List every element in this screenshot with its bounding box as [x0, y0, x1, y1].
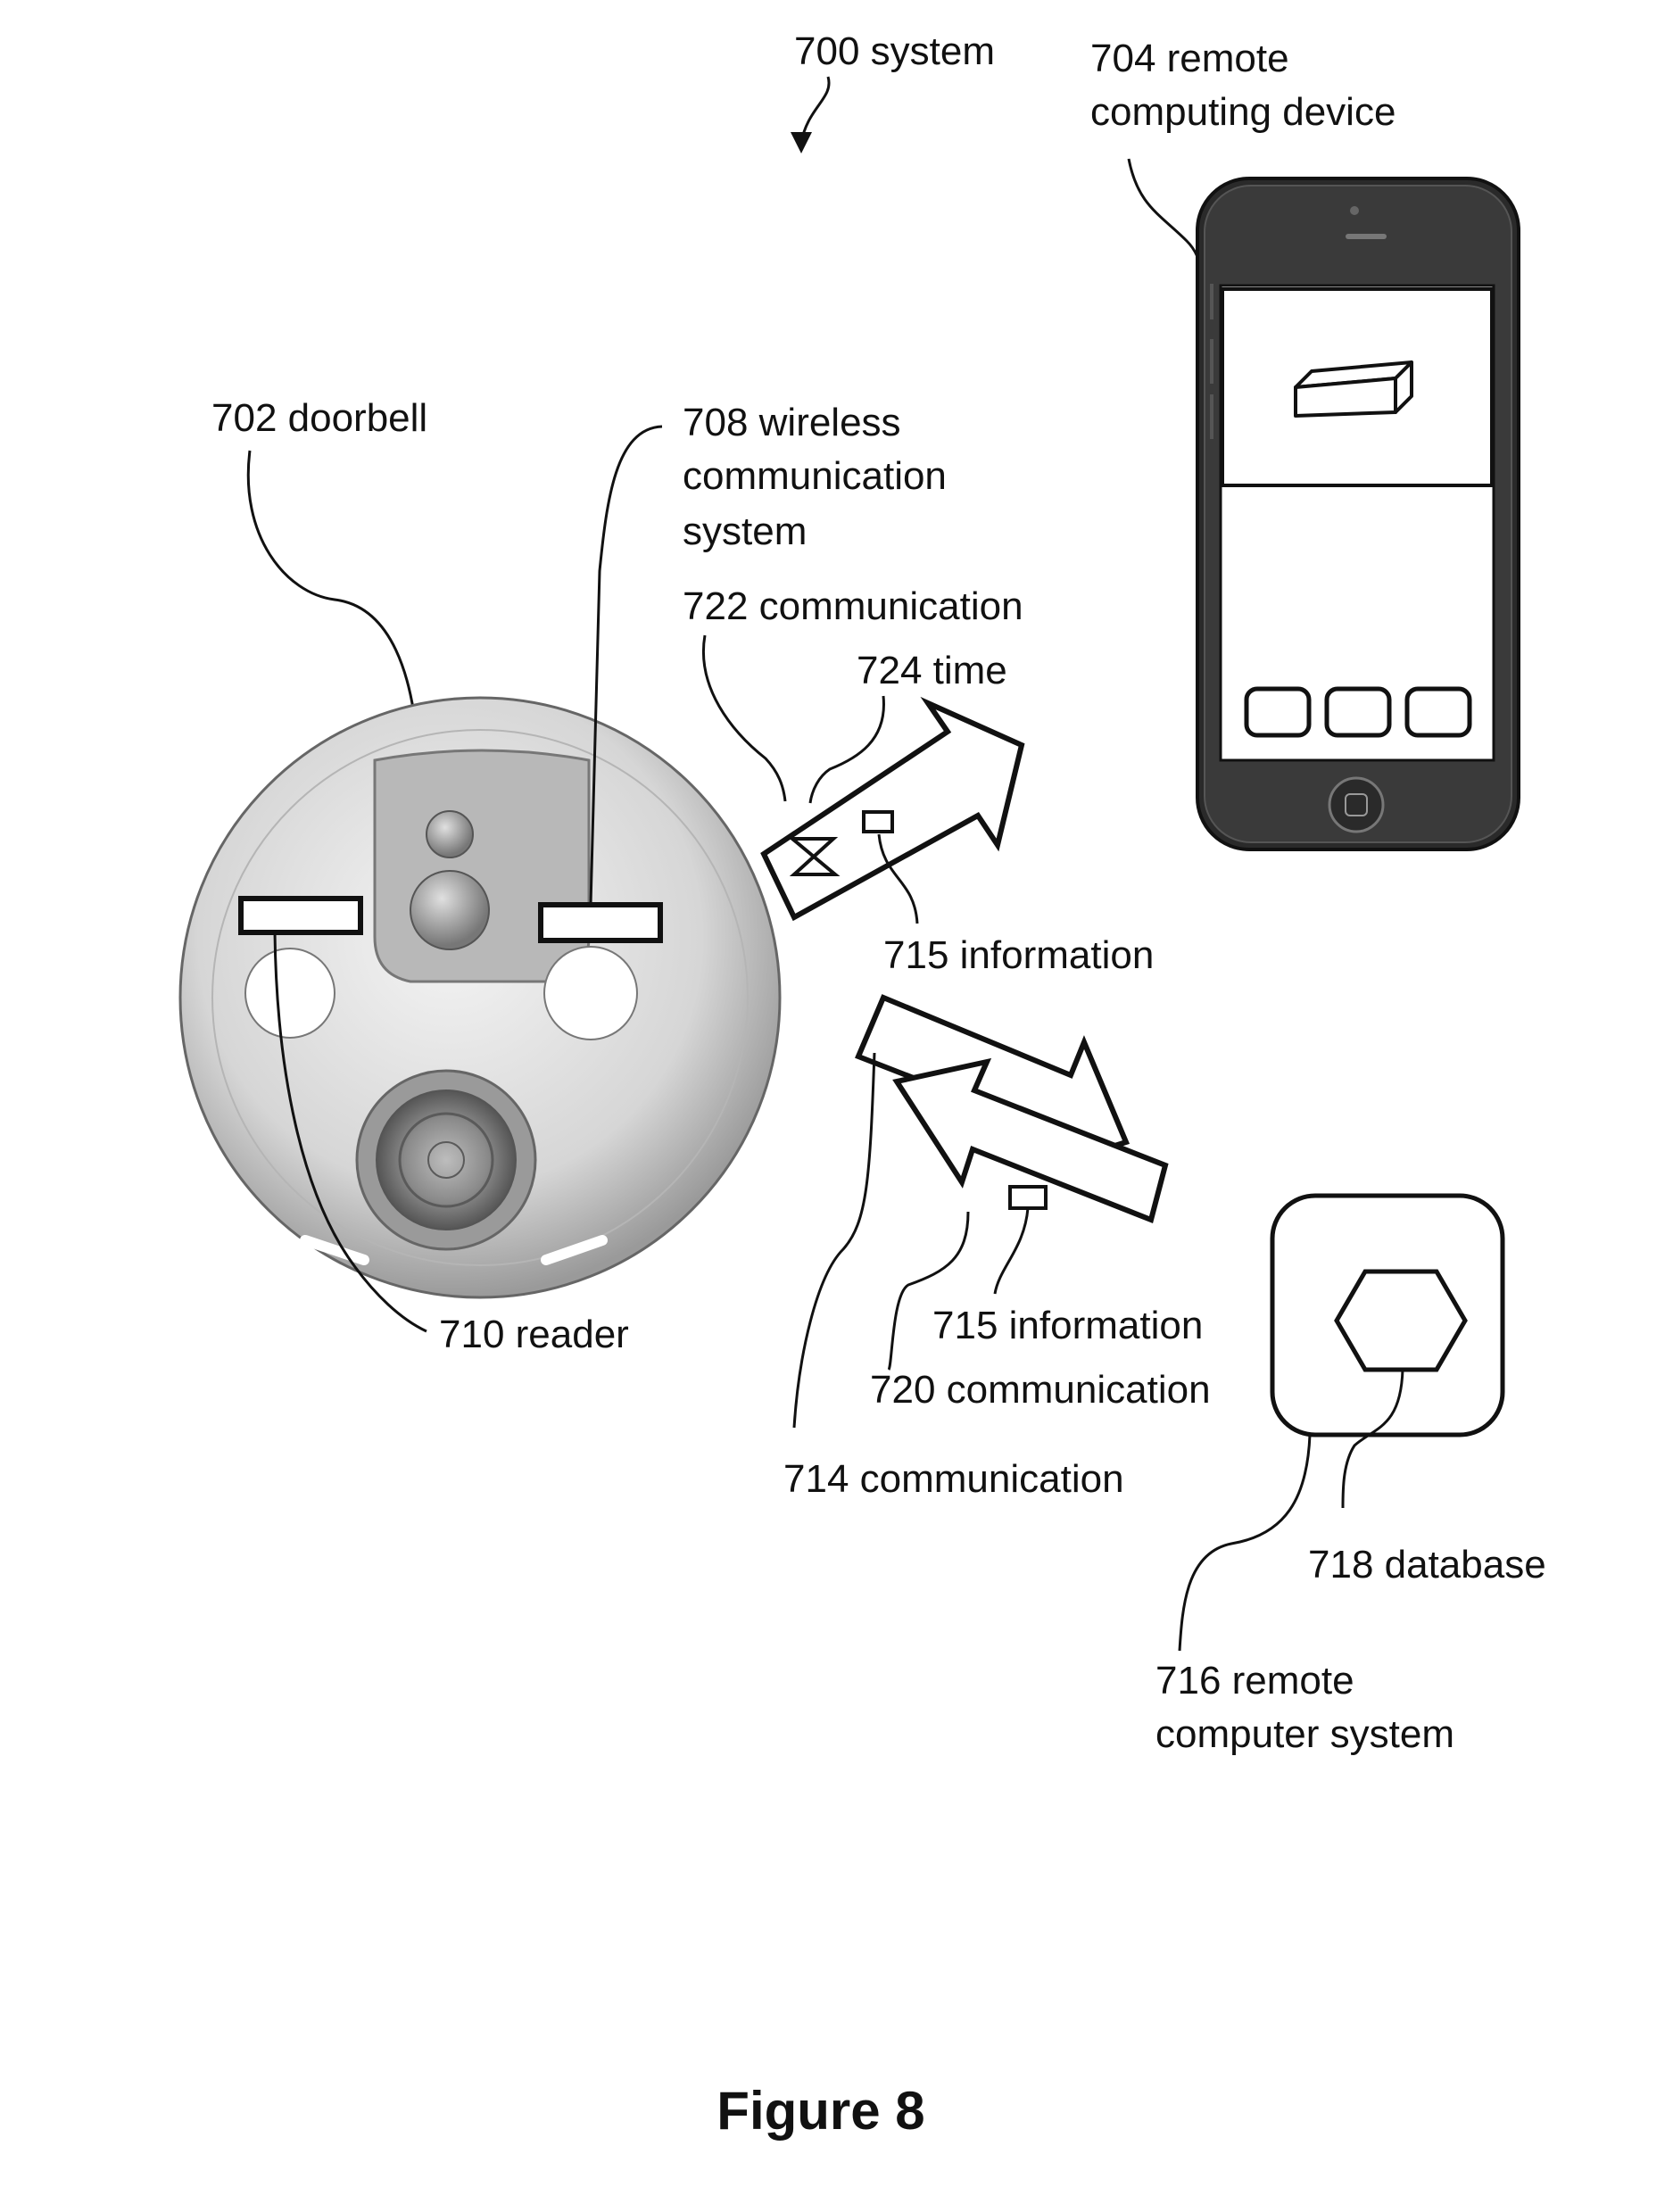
reader-label: 710 reader — [439, 1313, 629, 1356]
remote-system-leader-line — [1180, 1435, 1310, 1651]
comm-722-leader-line — [703, 635, 785, 801]
remote-system-label-line2: computer system — [1155, 1712, 1454, 1756]
doorbell-camera-icon — [410, 871, 489, 949]
comm-714-leader-line — [794, 1053, 874, 1428]
information-715-box-b — [1010, 1187, 1046, 1208]
doorbell-leader-line — [248, 451, 418, 745]
doorbell-push-button-icon — [377, 1090, 516, 1230]
communication-714-720-group: 715 information 720 communication 714 co… — [783, 998, 1211, 1501]
comm-722-label: 722 communication — [683, 584, 1023, 628]
wireless-label-line2: communication — [683, 454, 947, 498]
wireless-module-box — [541, 905, 660, 940]
remote-computer-system-group: 718 database 716 remote computer system — [1155, 1196, 1546, 1756]
system-arrowhead-icon — [791, 132, 812, 153]
screen-box-icon — [1296, 362, 1412, 416]
info-715-b-leader-line — [995, 1208, 1028, 1294]
doorbell-light-right — [544, 947, 637, 1040]
phone-app-button-1 — [1246, 689, 1309, 735]
database-hexagon-icon — [1337, 1272, 1465, 1370]
phone-camera-dot-icon — [1350, 206, 1359, 215]
remote-device-label-line2: computing device — [1090, 90, 1396, 134]
comm-720-label: 720 communication — [870, 1368, 1211, 1412]
wireless-label-line3: system — [683, 510, 807, 553]
phone-speaker-icon — [1346, 234, 1387, 239]
system-label-group: 700 system — [791, 29, 995, 153]
remote-device-label-line1: 704 remote — [1090, 37, 1289, 80]
doorbell-camera-strip — [375, 750, 589, 982]
reader-box-left — [241, 899, 360, 932]
doorbell-device-icon — [180, 698, 780, 1297]
info-715-a-label: 715 information — [883, 933, 1154, 977]
phone-icon — [1197, 178, 1519, 849]
doorbell-label: 702 doorbell — [211, 396, 427, 440]
doorbell-light-left — [245, 949, 335, 1038]
comm-714-label: 714 communication — [783, 1457, 1124, 1501]
system-label: 700 system — [794, 29, 995, 73]
database-718-label: 718 database — [1308, 1543, 1546, 1587]
phone-home-button-icon — [1329, 778, 1383, 832]
info-715-b-label: 715 information — [932, 1304, 1203, 1347]
remote-system-label-line1: 716 remote — [1155, 1659, 1354, 1702]
wireless-label-line1: 708 wireless — [683, 401, 901, 444]
time-724-label: 724 time — [857, 649, 1007, 692]
figure-title: Figure 8 — [716, 2081, 924, 2141]
remote-computing-device-group: 704 remote computing device — [1090, 37, 1519, 849]
information-715-box-a — [864, 812, 892, 832]
remote-device-leader-line — [1129, 159, 1206, 286]
phone-app-button-3 — [1407, 689, 1470, 735]
doorbell-sensor-icon — [427, 811, 473, 857]
phone-app-button-2 — [1327, 689, 1389, 735]
